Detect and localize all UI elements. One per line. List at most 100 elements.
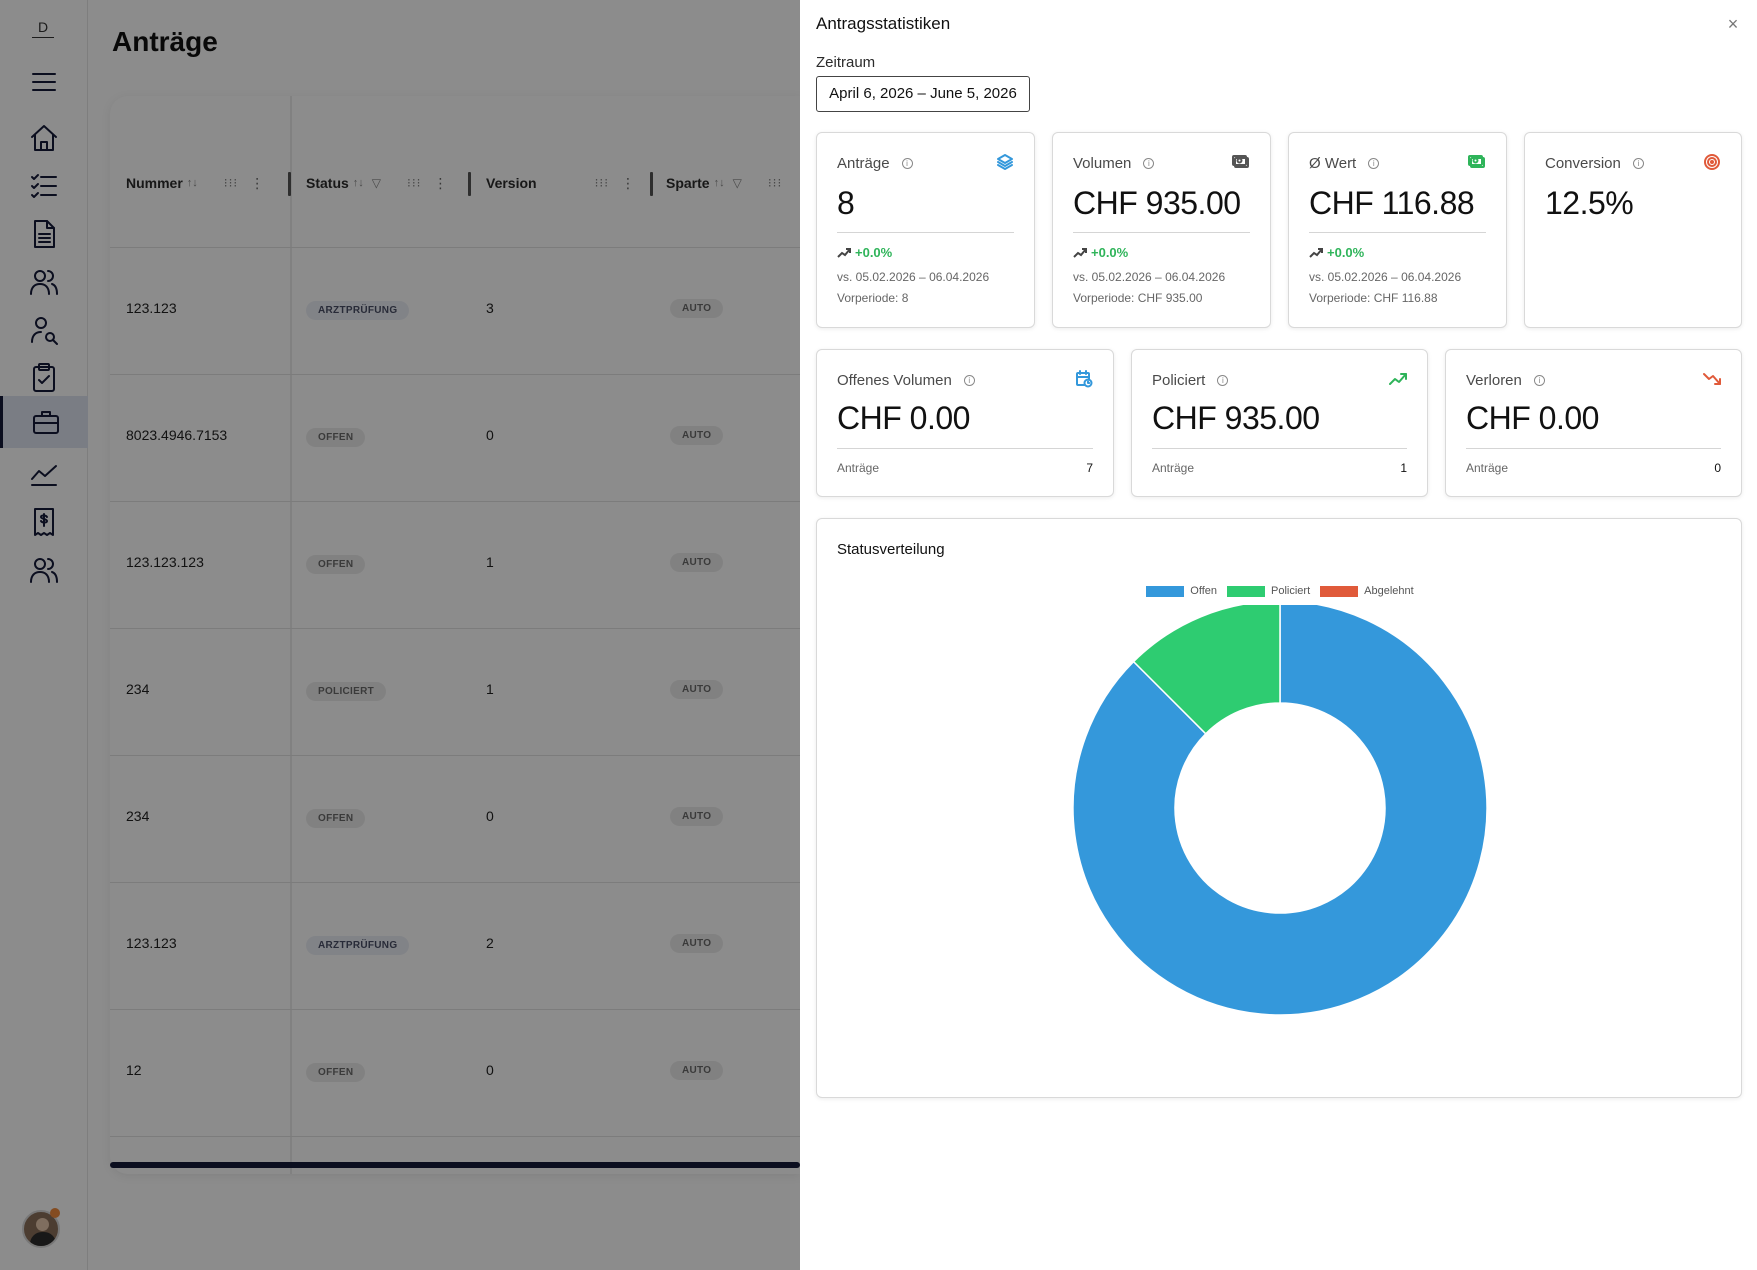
- task-list-icon[interactable]: [0, 160, 88, 212]
- status-badge: ARZTPRÜFUNG: [306, 301, 410, 320]
- column-label: Status: [306, 175, 349, 191]
- drag-handle-icon[interactable]: ⁝⁝⁝: [223, 176, 239, 190]
- menu-icon[interactable]: [0, 56, 88, 108]
- layers-icon: [996, 153, 1014, 171]
- info-icon[interactable]: i: [901, 158, 913, 169]
- date-range-picker[interactable]: April 6, 2026 – June 5, 2026: [816, 76, 1030, 112]
- count-value: 0: [1714, 461, 1721, 475]
- status-badge: OFFEN: [306, 428, 366, 447]
- table-row[interactable]: 12 OFFEN 0 AUTO: [110, 1010, 800, 1137]
- filter-icon[interactable]: ▽: [732, 176, 742, 190]
- column-resizer[interactable]: [288, 172, 291, 196]
- users-icon[interactable]: [0, 256, 88, 308]
- cell-nummer: 234: [126, 808, 150, 824]
- column-header-nummer[interactable]: Nummer ↑↓ ⁝⁝⁝ ⋮: [126, 168, 264, 198]
- delta-value: +0.0%: [855, 245, 893, 260]
- user-search-icon[interactable]: [0, 304, 88, 356]
- cell-version: 1: [486, 681, 494, 697]
- trend-up-icon: [837, 247, 851, 258]
- sparte-badge: AUTO: [670, 299, 724, 318]
- sort-icon[interactable]: ↑↓: [352, 177, 364, 189]
- legend-item-offen[interactable]: Offen: [1146, 585, 1217, 597]
- trend-delta: +0.0%: [1309, 245, 1364, 260]
- info-icon[interactable]: i: [1368, 158, 1380, 169]
- sparte-badge: AUTO: [670, 680, 724, 699]
- drag-handle-icon[interactable]: ⁝⁝⁝: [594, 176, 610, 190]
- sort-icon[interactable]: ↑↓: [713, 177, 725, 189]
- cell-version: 3: [486, 300, 494, 316]
- info-icon[interactable]: i: [1217, 375, 1229, 386]
- table-row[interactable]: 8023.4946.7153 OFFEN 0 AUTO: [110, 375, 800, 502]
- sort-icon[interactable]: ↑↓: [186, 177, 198, 189]
- briefcase-icon[interactable]: [0, 396, 88, 448]
- receipt-icon[interactable]: [0, 496, 88, 548]
- stat-card-antraege: Anträge i 8 +0.0% vs. 05.02.2026 – 06.04.…: [816, 132, 1035, 328]
- table-header: Nummer ↑↓ ⁝⁝⁝ ⋮ Status ↑↓ ▽ ⁝⁝⁝ ⋮ Versio…: [110, 96, 800, 248]
- column-menu-icon[interactable]: ⋮: [250, 174, 265, 191]
- divider: [1152, 448, 1407, 449]
- column-header-status[interactable]: Status ↑↓ ▽ ⁝⁝⁝ ⋮: [306, 168, 447, 198]
- count-value: 1: [1400, 461, 1407, 475]
- stat-card-verloren: Verloren i CHF 0.00 Anträge 0: [1445, 349, 1742, 497]
- info-icon[interactable]: i: [1533, 375, 1545, 386]
- stat-card-wert: Ø Wert i CHF 116.88 +0.0% vs. 05.02.2026 …: [1288, 132, 1507, 328]
- delta-value: +0.0%: [1327, 245, 1365, 260]
- chart-title: Statusverteilung: [837, 541, 945, 558]
- clipboard-icon[interactable]: [0, 352, 88, 404]
- close-icon[interactable]: ×: [1727, 14, 1739, 34]
- cell-nummer: 8023.4946.7153: [126, 427, 228, 443]
- status-distribution-card: Statusverteilung Offen Policiert Abgeleh…: [816, 518, 1742, 1098]
- chart-icon[interactable]: [0, 448, 88, 500]
- legend-item-policiert[interactable]: Policiert: [1227, 585, 1310, 597]
- column-menu-icon[interactable]: ⋮: [621, 174, 636, 191]
- info-icon[interactable]: i: [1143, 158, 1155, 169]
- stat-value: CHF 935.00: [1152, 400, 1320, 436]
- statistics-drawer: Antragsstatistiken × Zeitraum April 6, 2…: [800, 0, 1757, 1270]
- table-row[interactable]: 123.123 ARZTPRÜFUNG 2 AUTO: [110, 883, 800, 1010]
- divider: [837, 448, 1093, 449]
- count-label: Anträge: [837, 461, 880, 475]
- cell-nummer: 12: [126, 1062, 142, 1078]
- stat-label: Verloren: [1466, 372, 1522, 389]
- previous-value: Vorperiode: 8: [837, 291, 909, 305]
- status-badge: POLICIERT: [306, 682, 387, 701]
- divider: [837, 232, 1014, 233]
- document-icon[interactable]: [0, 208, 88, 260]
- legend-item-abgelehnt[interactable]: Abgelehnt: [1320, 585, 1414, 597]
- modal-backdrop[interactable]: [0, 0, 800, 1270]
- count-label: Anträge: [1466, 461, 1509, 475]
- status-badge: OFFEN: [306, 809, 366, 828]
- drag-handle-icon[interactable]: ⁝⁝⁝: [407, 176, 422, 190]
- table-row[interactable]: 123.123 ARZTPRÜFUNG 3 AUTO: [110, 248, 800, 375]
- trend-up-icon: [1389, 370, 1407, 388]
- donut-slice-policiert[interactable]: [1132, 605, 1281, 735]
- workspace-letter[interactable]: D: [32, 16, 54, 38]
- stat-value: CHF 0.00: [837, 400, 970, 436]
- table-row[interactable]: 234 POLICIERT 1 AUTO: [110, 629, 800, 756]
- home-icon[interactable]: [0, 112, 88, 164]
- divider: [1466, 448, 1721, 449]
- column-resizer[interactable]: [650, 172, 653, 196]
- stat-value: CHF 0.00: [1466, 400, 1599, 436]
- donut-slice-offen[interactable]: [1072, 605, 1488, 1016]
- applications-table: Nummer ↑↓ ⁝⁝⁝ ⋮ Status ↑↓ ▽ ⁝⁝⁝ ⋮ Versio…: [110, 96, 800, 1174]
- column-header-version[interactable]: Version ⁝⁝⁝ ⋮: [486, 168, 635, 198]
- calendar-clock-icon: [1075, 370, 1093, 388]
- status-badge: OFFEN: [306, 1063, 366, 1082]
- cell-nummer: 123.123: [126, 300, 177, 316]
- column-resizer[interactable]: [468, 172, 471, 196]
- cell-version: 0: [486, 808, 494, 824]
- filter-icon[interactable]: ▽: [371, 176, 382, 190]
- table-row[interactable]: 123.123.123 OFFEN 1 AUTO: [110, 502, 800, 629]
- trend-down-icon: [1703, 370, 1721, 388]
- table-row[interactable]: 234 OFFEN 0 AUTO: [110, 756, 800, 883]
- info-icon[interactable]: i: [963, 375, 975, 386]
- team-icon[interactable]: [0, 544, 88, 596]
- drag-handle-icon[interactable]: ⁝⁝⁝: [767, 176, 783, 190]
- info-icon[interactable]: i: [1632, 158, 1644, 169]
- column-menu-icon[interactable]: ⋮: [433, 174, 448, 191]
- column-header-sparte[interactable]: Sparte ↑↓ ▽ ⁝⁝⁝: [666, 168, 782, 198]
- comparison-period: vs. 05.02.2026 – 06.04.2026: [1073, 270, 1226, 284]
- legend-label: Policiert: [1271, 585, 1311, 597]
- horizontal-scrollbar[interactable]: [110, 1162, 800, 1168]
